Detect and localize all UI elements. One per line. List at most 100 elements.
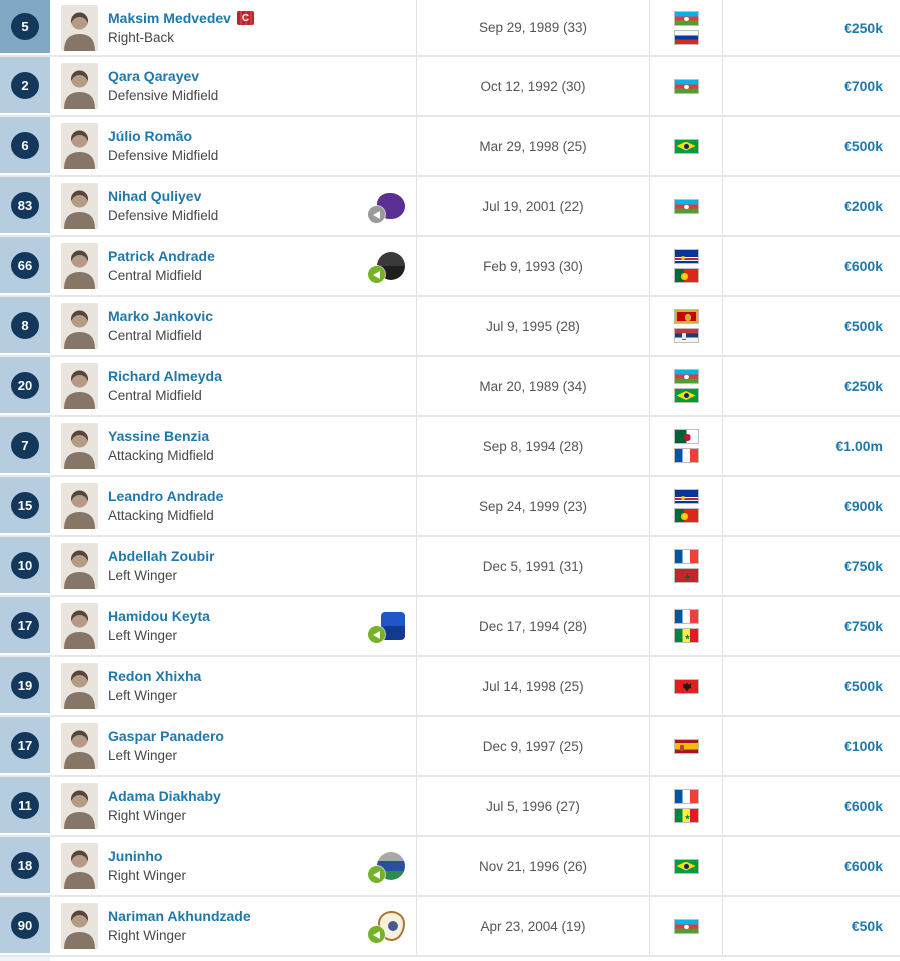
player-name-link[interactable]: Marko Jankovic [108,308,214,324]
player-name-link[interactable]: Qara Qarayev [108,68,200,84]
market-value-link[interactable]: €100k [844,738,883,754]
nationality-cell [650,417,723,475]
player-name-link[interactable]: Patrick Andrade [108,248,215,264]
market-value-link[interactable]: €600k [844,858,883,874]
player-photo[interactable] [61,723,98,769]
birthdate-cell: Jul 9, 1995 (28) [417,297,650,355]
player-name-link[interactable]: Yassine Benzia [108,428,210,444]
market-value-link[interactable]: €600k [844,798,883,814]
player-cell: Nihad Quliyev Defensive Midfield [54,177,417,235]
nationality-cell [650,477,723,535]
market-value-cell: €250k [723,0,900,55]
market-value-cell: €600k [723,837,900,895]
player-name-link[interactable]: Adama Diakhaby [108,788,221,804]
player-position: Left Winger [108,748,178,763]
market-value-link[interactable]: €500k [844,318,883,334]
player-photo[interactable] [61,423,98,469]
flag-azerbaijan-icon [673,78,699,94]
player-name-link[interactable]: Leandro Andrade [108,488,224,504]
player-name-link[interactable]: Richard Almeyda [108,368,222,384]
player-cell: Adama Diakhaby Right Winger [54,777,417,835]
player-photo[interactable] [61,363,98,409]
nationality-cell [650,357,723,415]
player-photo[interactable] [61,183,98,229]
shirt-number-badge: 11 [11,791,39,819]
shirt-number-cell: 7 [0,417,50,473]
market-value-cell: €700k [723,57,900,115]
transfer-club-badge[interactable] [368,911,405,943]
table-row: 8 Marko Jankovic Central Mid [0,297,900,357]
transfer-club-badge[interactable] [368,611,405,643]
flag-azerbaijan-icon [673,369,699,384]
player-name-link[interactable]: Nariman Akhundzade [108,908,251,924]
transfer-club-badge[interactable] [368,251,405,283]
player-position: Central Midfield [108,328,202,343]
player-photo[interactable] [61,903,98,949]
player-cell: Patrick Andrade Central Midfield [54,237,417,295]
flag-brazil-icon [673,388,699,403]
shirt-number-badge: 5 [11,13,39,40]
shirt-number-badge: 8 [11,311,39,339]
player-photo[interactable] [61,663,98,709]
flag-senegal-icon [673,628,699,643]
player-photo[interactable] [61,483,98,529]
player-name-link[interactable]: Juninho [108,848,163,864]
player-name-link[interactable]: Júlio Romão [108,128,193,144]
flag-france-icon [673,789,699,804]
shirt-number-badge: 17 [11,611,39,639]
birthdate-cell: Sep 29, 1989 (33) [417,0,650,55]
player-info: Adama Diakhaby Right Winger [108,787,221,825]
market-value-link[interactable]: €200k [844,198,883,214]
player-position: Left Winger [108,628,178,643]
market-value-link[interactable]: €250k [844,19,883,36]
market-value-link[interactable]: €900k [844,498,883,514]
player-name-link[interactable]: Maksim Medvedev [108,9,231,26]
player-info: Juninho Right Winger [108,847,186,885]
market-value-link[interactable]: €750k [844,618,883,634]
market-value-link[interactable]: €50k [851,918,883,934]
player-photo[interactable] [61,543,98,589]
shirt-number-cell: 90 [0,897,50,953]
player-photo[interactable] [61,4,98,51]
flag-brazil-icon [673,138,699,154]
player-info: Patrick Andrade Central Midfield [108,247,215,285]
player-name-link[interactable]: Abdellah Zoubir [108,548,215,564]
player-photo[interactable] [61,123,98,169]
player-name-link[interactable]: Hamidou Keyta [108,608,210,624]
market-value-cell: €750k [723,537,900,595]
flag-france-icon [673,609,699,624]
transfer-club-badge[interactable] [368,851,405,883]
player-name-link[interactable]: Redon Xhixha [108,668,202,684]
shirt-number-badge: 19 [11,671,39,699]
player-name-link[interactable]: Nihad Quliyev [108,188,202,204]
market-value-link[interactable]: €500k [844,138,883,154]
player-photo[interactable] [61,603,98,649]
next-row-sliver [0,957,900,961]
player-info: Yassine Benzia Attacking Midfield [108,427,214,465]
market-value-link[interactable]: €250k [844,378,883,394]
table-row: 5 Maksim Medvedev C Right-Bac [0,0,900,57]
market-value-link[interactable]: €600k [844,258,883,274]
player-photo[interactable] [61,63,98,109]
player-cell: Nariman Akhundzade Right Winger [54,897,417,955]
nationality-cell [650,597,723,655]
birthdate-cell: Apr 23, 2004 (19) [417,897,650,955]
player-photo[interactable] [61,843,98,889]
market-value-cell: €750k [723,597,900,655]
transfer-club-badge[interactable] [368,191,405,223]
player-photo[interactable] [61,783,98,829]
market-value-link[interactable]: €500k [844,678,883,694]
market-value-link[interactable]: €1.00m [835,438,883,454]
captain-icon: C [236,11,254,25]
player-info: Marko Jankovic Central Midfield [108,307,213,345]
player-photo[interactable] [61,243,98,289]
market-value-link[interactable]: €700k [844,78,883,94]
player-info: Hamidou Keyta Left Winger [108,607,210,645]
player-name-link[interactable]: Gaspar Panadero [108,728,224,744]
flag-algeria-icon [673,429,699,444]
market-value-cell: €250k [723,357,900,415]
flag-spain-icon [673,738,699,754]
flag-senegal-icon [673,808,699,823]
player-photo[interactable] [61,303,98,349]
market-value-link[interactable]: €750k [844,558,883,574]
